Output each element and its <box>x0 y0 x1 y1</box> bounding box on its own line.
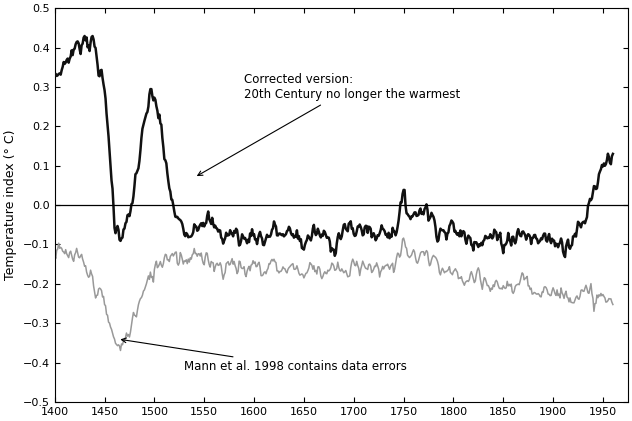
Text: Corrected version:
20th Century no longer the warmest: Corrected version: 20th Century no longe… <box>198 73 460 176</box>
Text: Mann et al. 1998 contains data errors: Mann et al. 1998 contains data errors <box>121 338 407 373</box>
Y-axis label: Temperature index (° C): Temperature index (° C) <box>4 130 17 280</box>
